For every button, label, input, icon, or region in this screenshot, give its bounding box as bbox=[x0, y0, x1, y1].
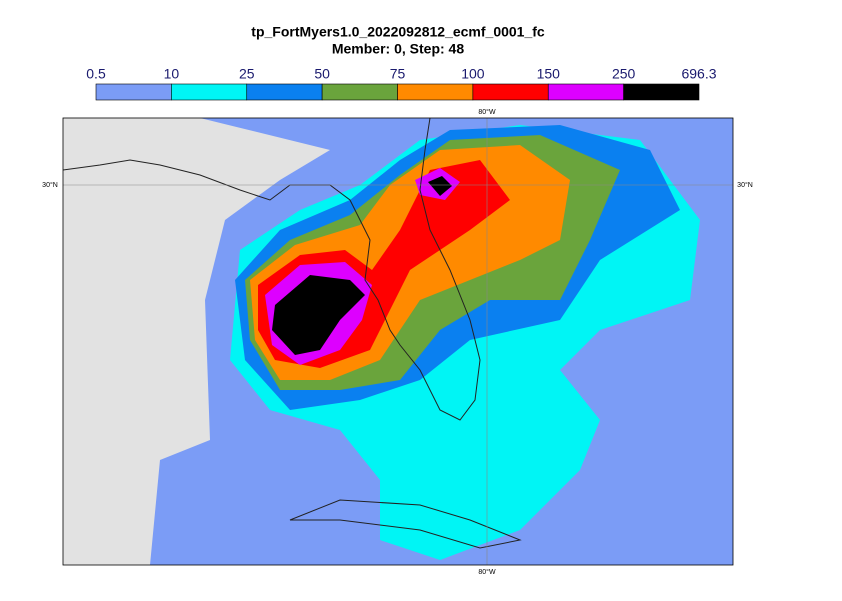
map bbox=[63, 118, 733, 565]
colorbar-label: 696.3 bbox=[681, 66, 716, 82]
precip-250b bbox=[428, 176, 452, 196]
colorbar-swatch bbox=[472, 83, 549, 101]
colorbar-swatch bbox=[397, 83, 474, 101]
colorbar-label: 150 bbox=[537, 66, 561, 82]
colorbar-label: 250 bbox=[612, 66, 636, 82]
colorbar-label: 25 bbox=[239, 66, 255, 82]
colorbar-swatch bbox=[321, 83, 398, 101]
colorbar-label: 0.5 bbox=[86, 66, 106, 82]
colorbar-label: 10 bbox=[164, 66, 180, 82]
subtitle: Member: 0, Step: 48 bbox=[332, 41, 464, 57]
colorbar-swatch bbox=[623, 83, 700, 101]
cuba-coast bbox=[289, 499, 522, 549]
colorbar-swatch bbox=[547, 83, 624, 101]
lon-label-bottom: 80°W bbox=[478, 568, 496, 576]
colorbar-swatch bbox=[246, 83, 323, 101]
colorbar-swatch bbox=[171, 83, 248, 101]
colorbar-label: 50 bbox=[314, 66, 330, 82]
lon-label-top: 80°W bbox=[478, 108, 496, 116]
colorbar-label: 100 bbox=[461, 66, 485, 82]
colorbar: 0.5 10 25 50 75 100 150 250 696.3 bbox=[86, 66, 717, 101]
title: tp_FortMyers1.0_2022092812_ecmf_0001_fc bbox=[251, 24, 545, 40]
map-frame bbox=[62, 117, 734, 566]
colorbar-label: 75 bbox=[390, 66, 406, 82]
lat-label-left: 30°N bbox=[42, 181, 58, 189]
colorbar-swatch bbox=[95, 83, 172, 101]
lat-label-right: 30°N bbox=[737, 181, 753, 189]
coastline bbox=[63, 118, 481, 421]
precip-250 bbox=[272, 275, 365, 355]
